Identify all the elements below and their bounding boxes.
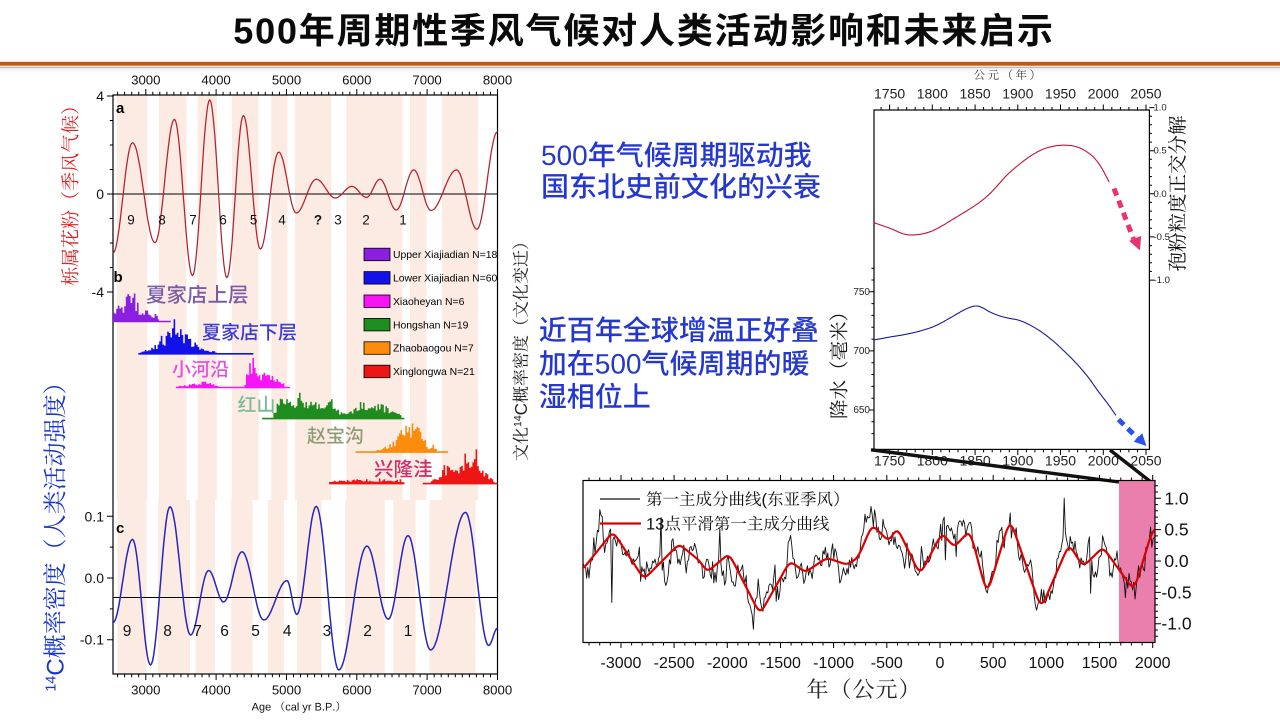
svg-text:4: 4 xyxy=(283,623,292,640)
svg-text:1.0: 1.0 xyxy=(1164,488,1189,508)
svg-text:2000: 2000 xyxy=(1088,452,1119,468)
svg-text:-0.5: -0.5 xyxy=(1161,582,1191,602)
svg-text:-1500: -1500 xyxy=(760,655,801,672)
svg-text:1500: 1500 xyxy=(1082,655,1118,672)
svg-text:6000: 6000 xyxy=(342,72,371,87)
svg-text:9: 9 xyxy=(127,213,135,228)
svg-text:2050: 2050 xyxy=(1130,452,1161,468)
svg-text:-4: -4 xyxy=(92,284,105,300)
svg-text:4000: 4000 xyxy=(201,682,230,697)
svg-text:2000: 2000 xyxy=(1088,86,1119,102)
svg-text:-1.0: -1.0 xyxy=(1154,275,1170,286)
svg-text:3: 3 xyxy=(334,213,342,228)
svg-text:0.5: 0.5 xyxy=(1164,520,1188,540)
svg-text:?: ? xyxy=(314,213,322,228)
svg-text:8000: 8000 xyxy=(483,72,512,87)
svg-text:8: 8 xyxy=(163,623,172,640)
svg-text:2: 2 xyxy=(362,213,370,228)
svg-text:-1.0: -1.0 xyxy=(1161,614,1191,634)
svg-text:5: 5 xyxy=(250,213,258,228)
svg-text:500: 500 xyxy=(980,655,1007,672)
svg-text:Hongshan N=19: Hongshan N=19 xyxy=(393,320,469,331)
svg-text:2: 2 xyxy=(363,623,372,640)
svg-text:Lower Xiajiadian N=60: Lower Xiajiadian N=60 xyxy=(393,274,497,285)
svg-text:750: 750 xyxy=(853,287,870,298)
svg-text:1900: 1900 xyxy=(1002,86,1033,102)
svg-text:1: 1 xyxy=(404,623,413,640)
svg-text:1950: 1950 xyxy=(1045,452,1076,468)
svg-text:0.0: 0.0 xyxy=(85,570,105,586)
svg-text:0.1: 0.1 xyxy=(85,508,105,524)
svg-text:2000: 2000 xyxy=(1135,655,1171,672)
svg-text:-0.1: -0.1 xyxy=(80,632,104,648)
svg-text:-2000: -2000 xyxy=(707,655,748,672)
svg-text:650: 650 xyxy=(853,405,870,416)
svg-text:7000: 7000 xyxy=(412,682,441,697)
svg-text:8000: 8000 xyxy=(483,682,512,697)
svg-text:a: a xyxy=(116,100,125,117)
svg-text:-3000: -3000 xyxy=(601,655,642,672)
svg-text:3000: 3000 xyxy=(131,72,160,87)
svg-text:Xinglongwa N=21: Xinglongwa N=21 xyxy=(393,367,475,378)
svg-text:4: 4 xyxy=(96,88,104,104)
svg-text:7: 7 xyxy=(189,213,197,228)
svg-text:1750: 1750 xyxy=(874,452,905,468)
svg-text:6000: 6000 xyxy=(342,682,371,697)
svg-text:4000: 4000 xyxy=(201,72,230,87)
svg-text:3: 3 xyxy=(323,623,332,640)
svg-text:3000: 3000 xyxy=(131,682,160,697)
svg-text:1800: 1800 xyxy=(917,86,948,102)
svg-text:5000: 5000 xyxy=(272,72,301,87)
svg-text:1750: 1750 xyxy=(874,86,905,102)
svg-text:8: 8 xyxy=(158,213,166,228)
svg-text:Zhaobaogou N=7: Zhaobaogou N=7 xyxy=(393,344,474,355)
svg-text:1.0: 1.0 xyxy=(1154,103,1167,114)
svg-text:0: 0 xyxy=(96,186,104,202)
svg-text:Upper Xiajiadian N=18: Upper Xiajiadian N=18 xyxy=(393,250,497,261)
svg-text:0.5: 0.5 xyxy=(1154,146,1167,157)
svg-text:b: b xyxy=(114,269,123,286)
svg-text:1: 1 xyxy=(399,213,407,228)
svg-text:6: 6 xyxy=(220,623,229,640)
svg-text:-1000: -1000 xyxy=(813,655,854,672)
svg-text:1850: 1850 xyxy=(960,86,991,102)
svg-text:-500: -500 xyxy=(871,655,903,672)
svg-text:0.0: 0.0 xyxy=(1154,189,1167,200)
svg-text:1900: 1900 xyxy=(1002,452,1033,468)
svg-text:7000: 7000 xyxy=(412,72,441,87)
svg-text:5000: 5000 xyxy=(272,682,301,697)
svg-text:c: c xyxy=(116,520,124,537)
svg-text:0: 0 xyxy=(936,655,945,672)
svg-text:-2500: -2500 xyxy=(654,655,695,672)
svg-text:1950: 1950 xyxy=(1045,86,1076,102)
svg-text:-0.5: -0.5 xyxy=(1154,232,1170,243)
svg-text:2050: 2050 xyxy=(1130,86,1161,102)
svg-text:700: 700 xyxy=(853,346,870,357)
svg-text:1000: 1000 xyxy=(1029,655,1065,672)
svg-text:5: 5 xyxy=(251,623,260,640)
svg-text:9: 9 xyxy=(123,623,132,640)
svg-text:0.0: 0.0 xyxy=(1164,551,1189,571)
svg-text:4: 4 xyxy=(278,213,286,228)
svg-text:6: 6 xyxy=(219,213,227,228)
svg-text:7: 7 xyxy=(193,623,202,640)
svg-text:Xiaoheyan N=6: Xiaoheyan N=6 xyxy=(393,297,465,308)
